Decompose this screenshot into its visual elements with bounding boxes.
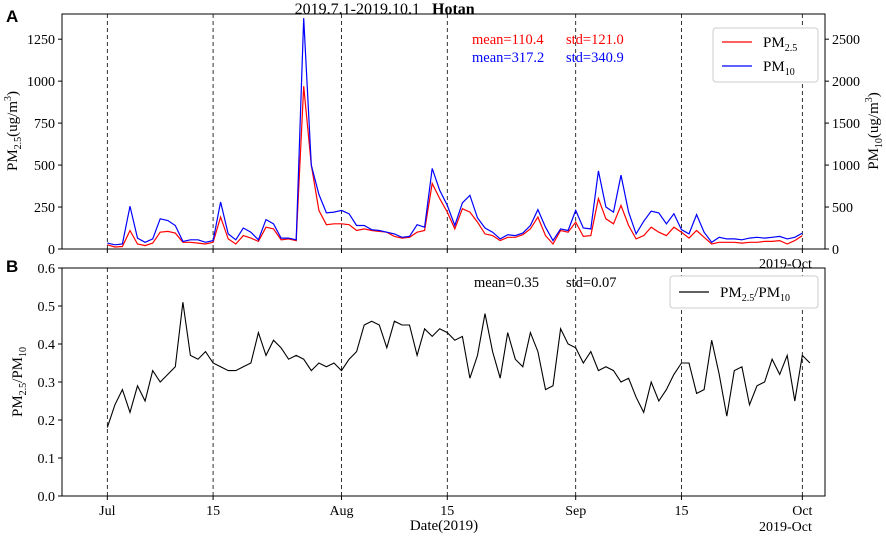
panel-b-xtick-label: Oct xyxy=(792,504,812,519)
chart-title-range: 2019.7.1-2019.10.1 xyxy=(295,1,420,18)
panel-a-label: A xyxy=(6,7,18,26)
panel-a-right-axis: 0 500 1000 1500 2000 2500 xyxy=(825,33,860,258)
panel-a-pm25-std: std=121.0 xyxy=(566,32,624,48)
panel-b-mean: mean=0.35 xyxy=(474,275,539,291)
panel-b-ytick-label: 0.4 xyxy=(38,338,56,353)
panel-b-xtick-label: Jul xyxy=(99,504,115,519)
panel-b-y-axis: 0.0 0.1 0.2 0.3 0.4 0.5 0.6 xyxy=(38,262,62,505)
panel-b-ytick-label: 0.2 xyxy=(38,414,56,429)
panel-a-pm10-mean: mean=317.2 xyxy=(472,50,544,66)
panel-b-ylabel: PM2.5/PM10 xyxy=(10,347,29,417)
panel-b-legend: PM2.5/PM10 xyxy=(669,275,819,309)
series-ratio-line xyxy=(106,302,811,428)
panel-a-legend: PM2.5 PM10 xyxy=(712,27,819,83)
panel-a-series xyxy=(107,18,803,248)
panel-b-series xyxy=(106,302,811,428)
panel-a-right-ytick-label: 500 xyxy=(832,201,853,216)
panel-a-right-ytick-label: 1500 xyxy=(832,117,860,132)
panel-b-x-axis: Jul 15 Aug 15 Sep 15 Oct xyxy=(99,496,813,519)
panel-b-ytick-label: 0.5 xyxy=(38,300,56,315)
panel-a-month-dividers xyxy=(106,14,803,249)
panel-a-right-ytick-label: 2000 xyxy=(832,75,860,90)
x-axis-corner-label: 2019-Oct xyxy=(759,520,812,535)
panel-a-left-axis: 0 250 500 750 1000 1250 xyxy=(27,33,62,258)
legend-ratio-label: PM2.5/PM10 xyxy=(720,285,790,304)
panel-b-month-dividers xyxy=(106,268,803,496)
panel-a-corner-label: 2019-Oct xyxy=(759,257,812,272)
panel-b-xtick-label: Aug xyxy=(329,504,353,519)
panel-a-left-ytick-label: 0 xyxy=(48,243,55,258)
panel-a-right-ylabel: PM10(ug/m3) xyxy=(864,92,885,170)
panel-a-left-ytick-label: 250 xyxy=(34,201,55,216)
panel-b: B 0.0 0.1 0.2 0.3 0.4 0.5 0.6 Jul 15 Aug 15 Sep 15 O… xyxy=(6,257,826,535)
panel-b-std: std=0.07 xyxy=(566,275,616,291)
panel-a-left-ytick-label: 500 xyxy=(34,159,55,174)
panel-a-right-ytick-label: 2500 xyxy=(832,33,860,48)
panel-a-right-ytick-label: 1000 xyxy=(832,159,860,174)
chart-title-site: Hotan xyxy=(432,1,475,18)
panel-b-ytick-label: 0.1 xyxy=(38,452,56,467)
series-pm25-line xyxy=(107,86,803,248)
panel-a-pm25-mean: mean=110.4 xyxy=(472,32,544,48)
panel-a-left-ylabel: PM2.5(ug/m3) xyxy=(3,91,24,171)
panel-b-label: B xyxy=(6,257,18,276)
panel-a-frame xyxy=(61,13,826,250)
panel-a-left-ytick-label: 750 xyxy=(34,117,55,132)
legend-pm10-label: PM10 xyxy=(763,59,795,78)
legend-pm25-label: PM2.5 xyxy=(763,35,797,54)
panel-b-xtick-label: 15 xyxy=(440,504,454,519)
panel-a-x-axis xyxy=(106,249,803,253)
panel-a: A 0 250 500 750 1000 1250 0 500 1000 1500 2000 250… xyxy=(3,7,885,272)
panel-b-xtick-label: 15 xyxy=(206,504,220,519)
panel-b-xtick-label: 15 xyxy=(674,504,688,519)
panel-a-pm10-std: std=340.9 xyxy=(566,50,624,66)
panel-b-ytick-label: 0.0 xyxy=(38,490,56,505)
x-axis-title: Date(2019) xyxy=(410,518,478,534)
panel-b-xtick-label: Sep xyxy=(565,504,586,519)
panel-b-ytick-label: 0.6 xyxy=(38,262,56,277)
panel-a-left-ytick-label: 1250 xyxy=(27,33,55,48)
panel-b-ytick-label: 0.3 xyxy=(38,376,56,391)
panel-a-left-ytick-label: 1000 xyxy=(27,75,55,90)
series-pm10-line xyxy=(107,18,803,246)
panel-a-right-ytick-label: 0 xyxy=(832,243,839,258)
